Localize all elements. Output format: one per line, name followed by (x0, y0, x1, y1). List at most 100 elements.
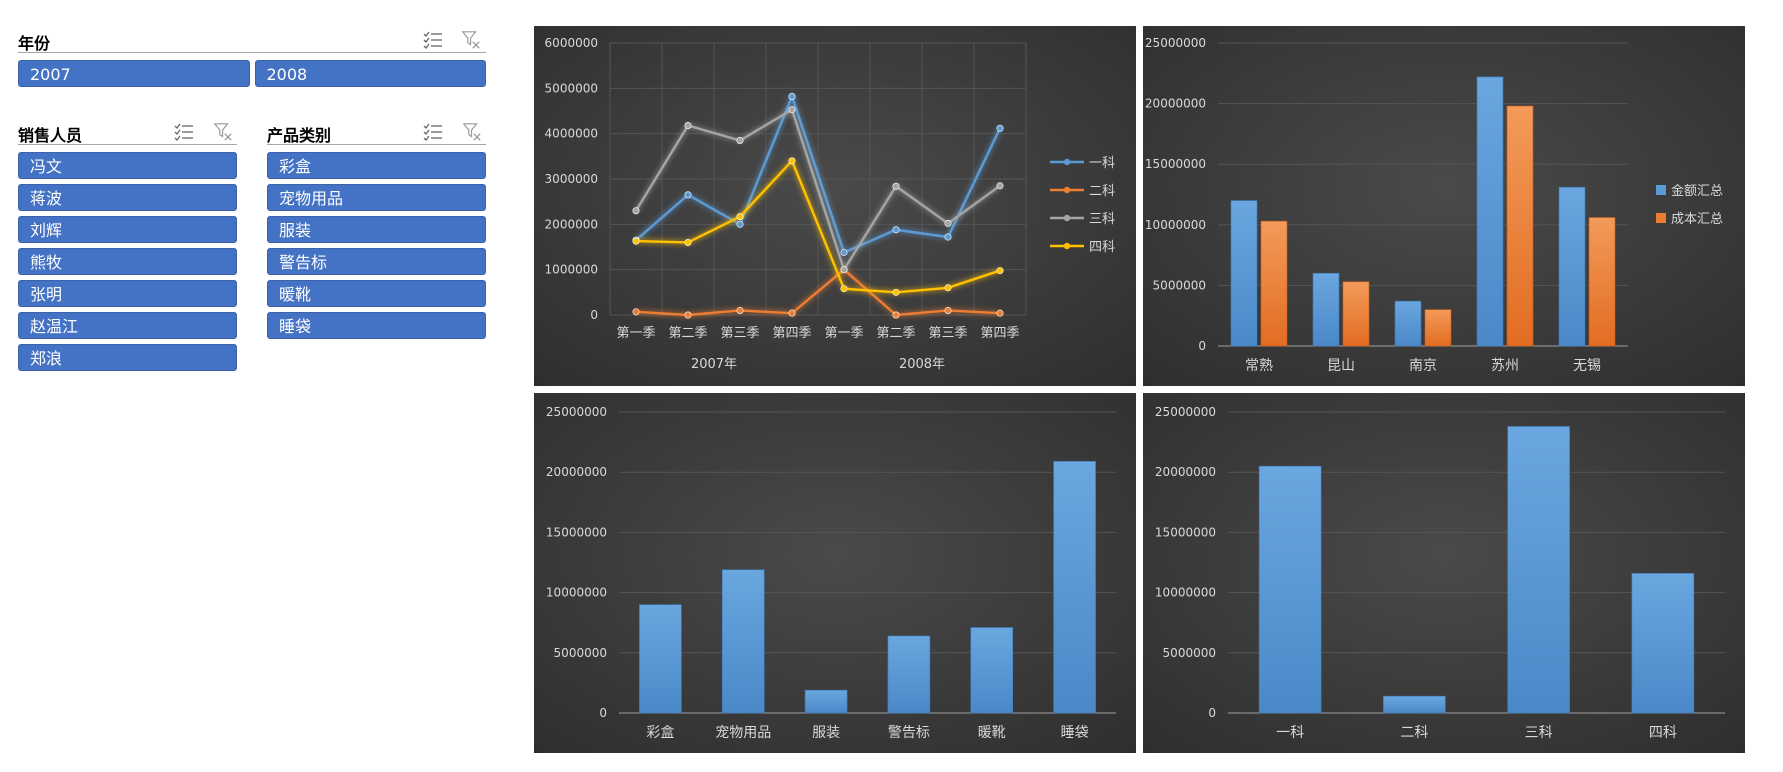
x-tick-label: 睡袋 (1061, 725, 1089, 741)
x-tick-label: 四科 (1649, 725, 1677, 741)
bar (1053, 461, 1096, 714)
data-point (736, 213, 744, 221)
slicer-item[interactable]: 彩盒 (267, 152, 486, 179)
chart-panel[interactable]: 0 5000000 10000000 15000000 20000000 25000000… (1143, 393, 1745, 753)
data-point (944, 284, 952, 292)
y-tick-label: 0 (590, 308, 598, 322)
bar (970, 627, 1014, 714)
multi-select-icon[interactable] (173, 122, 195, 142)
multi-select-icon[interactable] (422, 30, 444, 50)
slicer-title: 年份 (18, 34, 51, 53)
slicer-item[interactable]: 宠物用品 (267, 184, 486, 211)
slicer-item[interactable]: 赵温江 (18, 312, 237, 339)
data-point (996, 124, 1004, 132)
x-tick-label: 昆山 (1327, 358, 1355, 374)
slicer-item[interactable]: 睡袋 (267, 312, 486, 339)
slicer-title: 产品类别 (267, 126, 332, 145)
y-tick-label: 20000000 (1145, 97, 1206, 111)
slicer-item[interactable]: 蒋波 (18, 184, 237, 211)
y-tick-label: 5000000 (1163, 646, 1216, 660)
slicer-header: 产品类别 (267, 120, 486, 145)
y-tick-label: 4000000 (545, 127, 598, 141)
data-point (892, 311, 900, 319)
y-tick-label: 15000000 (546, 525, 607, 539)
bar (1342, 281, 1370, 347)
bar-chart-department: 0 5000000 10000000 15000000 20000000 25000000… (1143, 393, 1745, 753)
clear-filter-icon[interactable] (212, 122, 234, 142)
bar (721, 569, 765, 714)
legend-label: 三科 (1089, 212, 1115, 227)
slicer-item[interactable]: 冯文 (18, 152, 237, 179)
x-tick-label: 苏州 (1491, 358, 1519, 374)
x-group-label: 2007年 (691, 357, 737, 372)
legend-label: 金额汇总 (1671, 183, 1723, 199)
x-tick-label: 宠物用品 (715, 725, 771, 741)
data-point (944, 306, 952, 314)
data-point (736, 306, 744, 314)
x-tick-label: 三科 (1525, 725, 1553, 741)
slicer-item[interactable]: 服装 (267, 216, 486, 243)
bar-chart-category: 0 5000000 10000000 15000000 20000000 25000000… (534, 393, 1136, 753)
x-tick-label: 二科 (1400, 725, 1428, 741)
slicer-year: 年份 2007 2008 (18, 28, 486, 92)
x-tick-label: 服装 (812, 725, 840, 741)
bar (1424, 309, 1452, 347)
data-point (892, 182, 900, 190)
legend-marker (1063, 242, 1071, 250)
x-tick-label: 无锡 (1573, 358, 1601, 374)
y-tick-label: 2000000 (545, 217, 598, 231)
bar (1260, 220, 1288, 347)
x-tick-label: 常熟 (1245, 358, 1273, 374)
chart-panel[interactable]: 0 5000000 10000000 15000000 20000000 25000000… (1143, 26, 1745, 386)
y-tick-label: 20000000 (1155, 465, 1216, 479)
bar (1394, 300, 1422, 347)
data-point (996, 182, 1004, 190)
slicer-item-2008[interactable]: 2008 (254, 60, 486, 87)
multi-select-icon[interactable] (422, 122, 444, 142)
slicer-item[interactable]: 刘辉 (18, 216, 237, 243)
x-tick-label: 第四季 (772, 326, 811, 341)
slicer-item[interactable]: 熊牧 (18, 248, 237, 275)
y-tick-label: 0 (599, 706, 607, 720)
y-tick-label: 25000000 (1155, 405, 1216, 419)
slicer-header: 销售人员 (18, 120, 237, 145)
y-tick-label: 10000000 (1155, 586, 1216, 600)
x-tick-label: 暖靴 (978, 725, 1006, 741)
y-tick-label: 10000000 (1145, 218, 1206, 232)
slicer-item[interactable]: 张明 (18, 280, 237, 307)
clear-filter-icon[interactable] (460, 30, 482, 50)
x-tick-label: 第三季 (928, 326, 967, 341)
x-tick-label: 南京 (1409, 358, 1437, 374)
chart-panel[interactable]: 0 5000000 10000000 15000000 20000000 25000000… (534, 393, 1136, 753)
legend-marker (1063, 186, 1071, 194)
slicer-title: 销售人员 (18, 126, 83, 145)
data-point (840, 266, 848, 274)
bar (1383, 695, 1446, 714)
data-point (788, 157, 796, 165)
x-tick-label: 第二季 (876, 326, 915, 341)
chart-panel[interactable]: 0 1000000 2000000 3000000 4000000 5000000 6000… (534, 26, 1136, 386)
data-point (736, 136, 744, 144)
series-line (635, 158, 1001, 294)
bar (1558, 186, 1586, 347)
slicer-item[interactable]: 郑浪 (18, 344, 237, 371)
data-point (944, 219, 952, 227)
y-tick-label: 1000000 (545, 263, 598, 277)
data-point (892, 226, 900, 234)
x-group-label: 2008年 (899, 357, 945, 372)
y-tick-label: 20000000 (546, 465, 607, 479)
x-tick-label: 第三季 (720, 326, 759, 341)
data-point (788, 106, 796, 114)
clear-filter-icon[interactable] (461, 122, 483, 142)
legend-label: 四科 (1089, 240, 1115, 255)
data-point (632, 308, 640, 316)
bar (1230, 200, 1258, 347)
legend-swatch (1656, 185, 1666, 195)
series-line (635, 268, 1001, 317)
slicer-header: 年份 (18, 28, 486, 53)
slicer-item[interactable]: 警告标 (267, 248, 486, 275)
x-tick-label: 第一季 (616, 326, 655, 341)
data-point (892, 288, 900, 296)
slicer-item[interactable]: 暖靴 (267, 280, 486, 307)
slicer-item-2007[interactable]: 2007 (18, 60, 250, 87)
